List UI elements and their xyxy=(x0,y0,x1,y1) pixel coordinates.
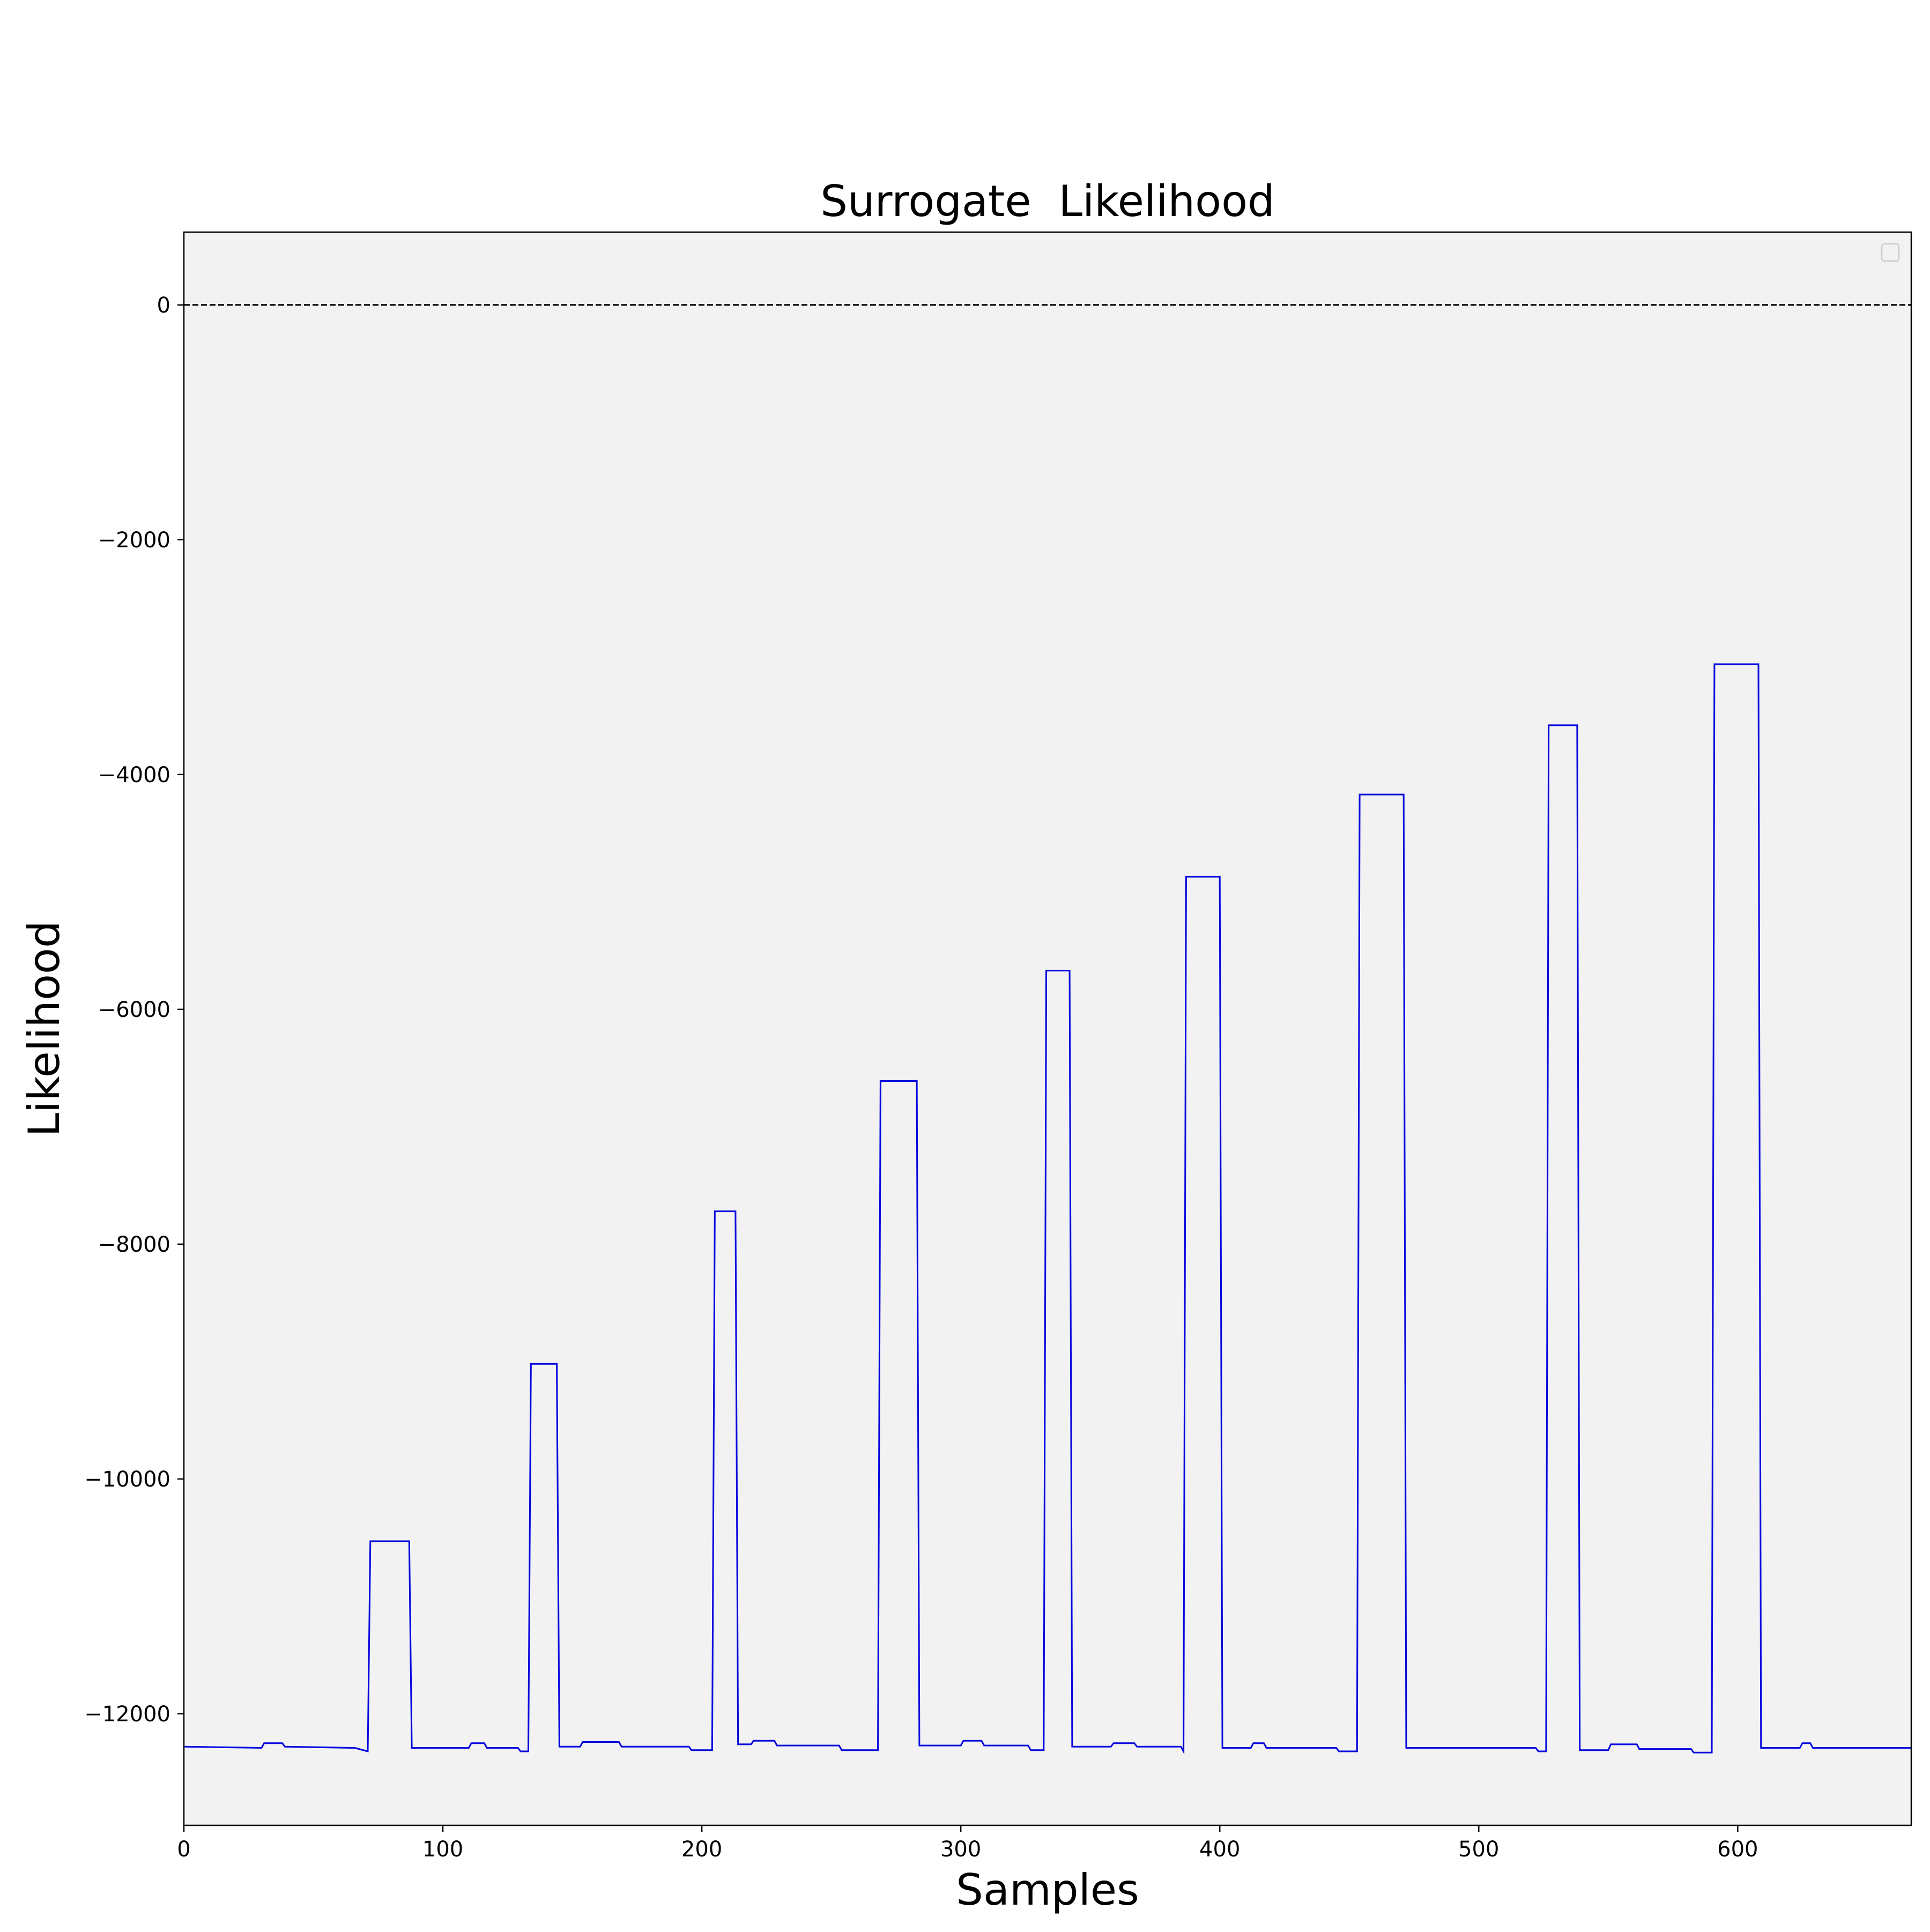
x-tick-label: 600 xyxy=(1717,1837,1758,1862)
x-tick-label: 0 xyxy=(177,1837,190,1862)
y-tick-label: −2000 xyxy=(98,528,170,553)
y-tick-label: −4000 xyxy=(98,763,170,787)
x-axis-label: Samples xyxy=(956,1865,1139,1915)
y-tick-label: −12000 xyxy=(84,1702,170,1727)
x-tick-label: 100 xyxy=(422,1837,463,1862)
legend-box xyxy=(1881,243,1900,262)
plot-frame xyxy=(183,231,1912,1826)
x-tick-label: 400 xyxy=(1199,1837,1240,1862)
y-axis-label: Likelihood xyxy=(19,920,69,1136)
chart-title: Surrogate Likelihood xyxy=(820,176,1275,226)
plot-area-background xyxy=(184,232,1911,1825)
x-tick-label: 200 xyxy=(681,1837,722,1862)
series-line-0 xyxy=(183,663,1911,1755)
x-tick-label: 500 xyxy=(1458,1837,1499,1862)
y-tick-label: 0 xyxy=(157,293,170,318)
x-tick-label: 300 xyxy=(940,1837,981,1862)
y-tick-label: −6000 xyxy=(98,998,170,1022)
y-tick-label: −8000 xyxy=(98,1232,170,1257)
y-tick-label: −10000 xyxy=(84,1467,170,1492)
